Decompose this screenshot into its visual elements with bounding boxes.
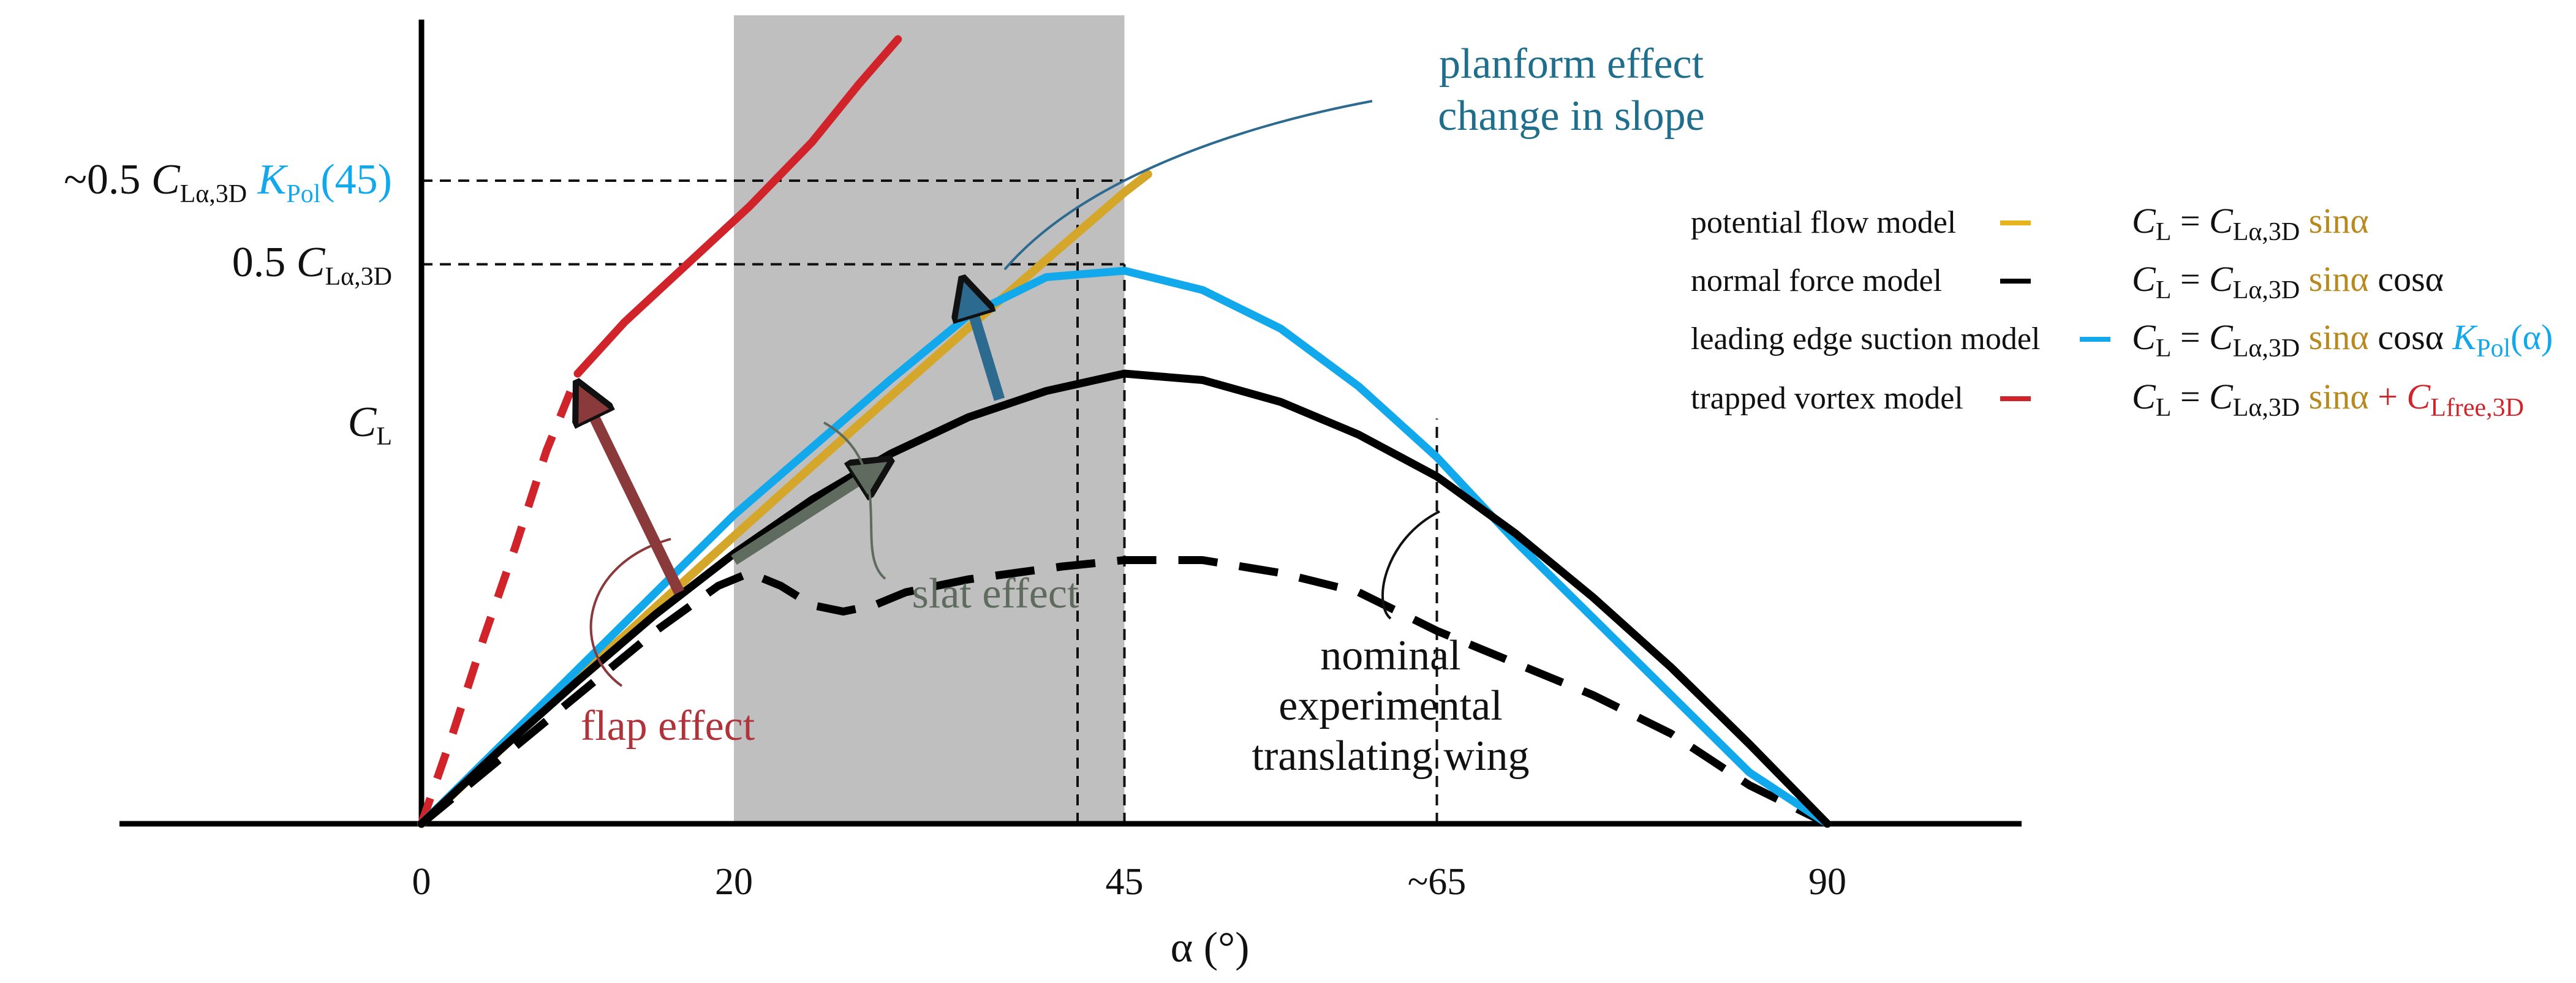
equation-part: C: [2132, 317, 2156, 357]
y-tick-prefix: ~0.5: [64, 156, 151, 203]
series-normal-force-model: [417, 369, 1832, 828]
legend-label-trapped-vortex-model: trapped vortex model: [1691, 381, 1963, 416]
equation-part: +: [2369, 377, 2407, 416]
equation-part: L: [2156, 276, 2172, 304]
equation-part: sinα: [2300, 259, 2369, 299]
legend-label-normal-force-model: normal force model: [1691, 263, 1942, 298]
equation-part: C: [2209, 377, 2234, 416]
series-nominal-experimental-translating-wing: [418, 556, 1829, 827]
equation-part: Lα,3D: [2233, 334, 2300, 363]
equation-part: C: [2132, 377, 2156, 416]
equation-part: sinα: [2300, 201, 2369, 241]
slat-effect-arrow: [731, 470, 875, 565]
x-tick-label: 0: [412, 861, 431, 903]
legend-label-potential-flow-model: potential flow model: [1691, 205, 1956, 240]
legend: potential flow model CL = CLα,3D sinαnorm…: [1691, 201, 2553, 422]
equation-part: C: [2209, 317, 2234, 357]
experimental-label: experimental: [1279, 682, 1502, 729]
slat-leader-curve: [823, 421, 886, 580]
y-tick-prefix: 0.5: [232, 239, 297, 286]
translating-wing-label: translating wing: [1252, 733, 1530, 780]
series-leading-edge-suction-model: [417, 266, 1832, 828]
planform-effect-arrow: [969, 296, 1005, 401]
equation-part: C: [2132, 201, 2156, 241]
y-tick-csub: L: [376, 423, 392, 451]
equation-part: L: [2156, 394, 2172, 422]
legend-equation-trapped-vortex-model: CL = CLα,3D sinα + CLfree,3D: [2132, 377, 2524, 422]
legend-equation-leading-edge-suction-model: CL = CLα,3D sinα cosα KPol(α): [2132, 317, 2553, 363]
y-tick-c: C: [348, 399, 377, 446]
equation-part: C: [2209, 201, 2234, 241]
y-tick-label-peak: ~0.5 CLα,3D KPol(45): [64, 156, 392, 208]
flap-effect-arrow: [586, 399, 684, 595]
planform-leader-curve: [1003, 100, 1373, 271]
equation-part: =: [2171, 317, 2209, 357]
equation-part: C: [2132, 259, 2156, 299]
equation-part: sinα: [2300, 317, 2369, 357]
equation-part: L: [2156, 334, 2172, 363]
equation-part: =: [2171, 259, 2209, 299]
x-tick-label: 20: [715, 861, 753, 903]
series-trapped-vortex-model-dashed-start: [417, 372, 582, 826]
equation-part: K: [2452, 317, 2479, 357]
equation-part: C: [2209, 259, 2234, 299]
equation-part: cosα: [2369, 259, 2444, 299]
y-tick-label-cl: CL: [348, 399, 392, 451]
equation-part: (α): [2510, 317, 2553, 357]
series-trapped-vortex-model: [573, 35, 902, 378]
shaded-region: [734, 15, 1125, 824]
equation-part: C: [2407, 377, 2431, 416]
flap-leader-curve: [589, 538, 671, 687]
equation-part: sinα: [2300, 377, 2369, 416]
y-tick-csub: Lα,3D: [180, 180, 247, 208]
x-tick-label: ~65: [1408, 861, 1467, 903]
equation-part: Lα,3D: [2233, 218, 2300, 246]
x-axis-title: α (°): [1171, 924, 1250, 971]
legend-label-leading-edge-suction-model: leading edge suction model: [1691, 322, 2040, 356]
planform-effect-label: planform effect: [1439, 40, 1704, 88]
y-tick-c: C: [151, 156, 181, 203]
y-tick-k: K: [247, 156, 289, 203]
equation-part: Lfree,3D: [2430, 394, 2524, 422]
equation-part: Lα,3D: [2233, 276, 2300, 304]
x-tick-label: 45: [1106, 861, 1144, 903]
nominal-label: nominal: [1320, 632, 1460, 679]
equation-part: cosα: [2369, 317, 2453, 357]
equation-part: =: [2171, 377, 2209, 416]
slat-effect-label: slat effect: [912, 570, 1079, 617]
equation-part: L: [2156, 218, 2172, 246]
equation-part: Pol: [2476, 334, 2510, 363]
y-tick-label-half: 0.5 CLα,3D: [232, 239, 392, 291]
flap-effect-label: flap effect: [581, 702, 755, 750]
y-tick-ksub: Pol: [286, 180, 320, 208]
y-tick-c: C: [297, 239, 326, 286]
x-tick-label: 90: [1808, 861, 1846, 903]
legend-equation-normal-force-model: CL = CLα,3D sinα cosα: [2132, 259, 2444, 304]
nominal-leader-curve: [1381, 510, 1440, 620]
equation-part: Lα,3D: [2233, 394, 2300, 422]
y-tick-csub: Lα,3D: [325, 263, 393, 291]
equation-part: =: [2171, 201, 2209, 241]
change-in-slope-label: change in slope: [1438, 92, 1704, 140]
legend-equation-potential-flow-model: CL = CLα,3D sinα: [2132, 201, 2369, 246]
y-tick-kpost: (45): [320, 156, 392, 203]
